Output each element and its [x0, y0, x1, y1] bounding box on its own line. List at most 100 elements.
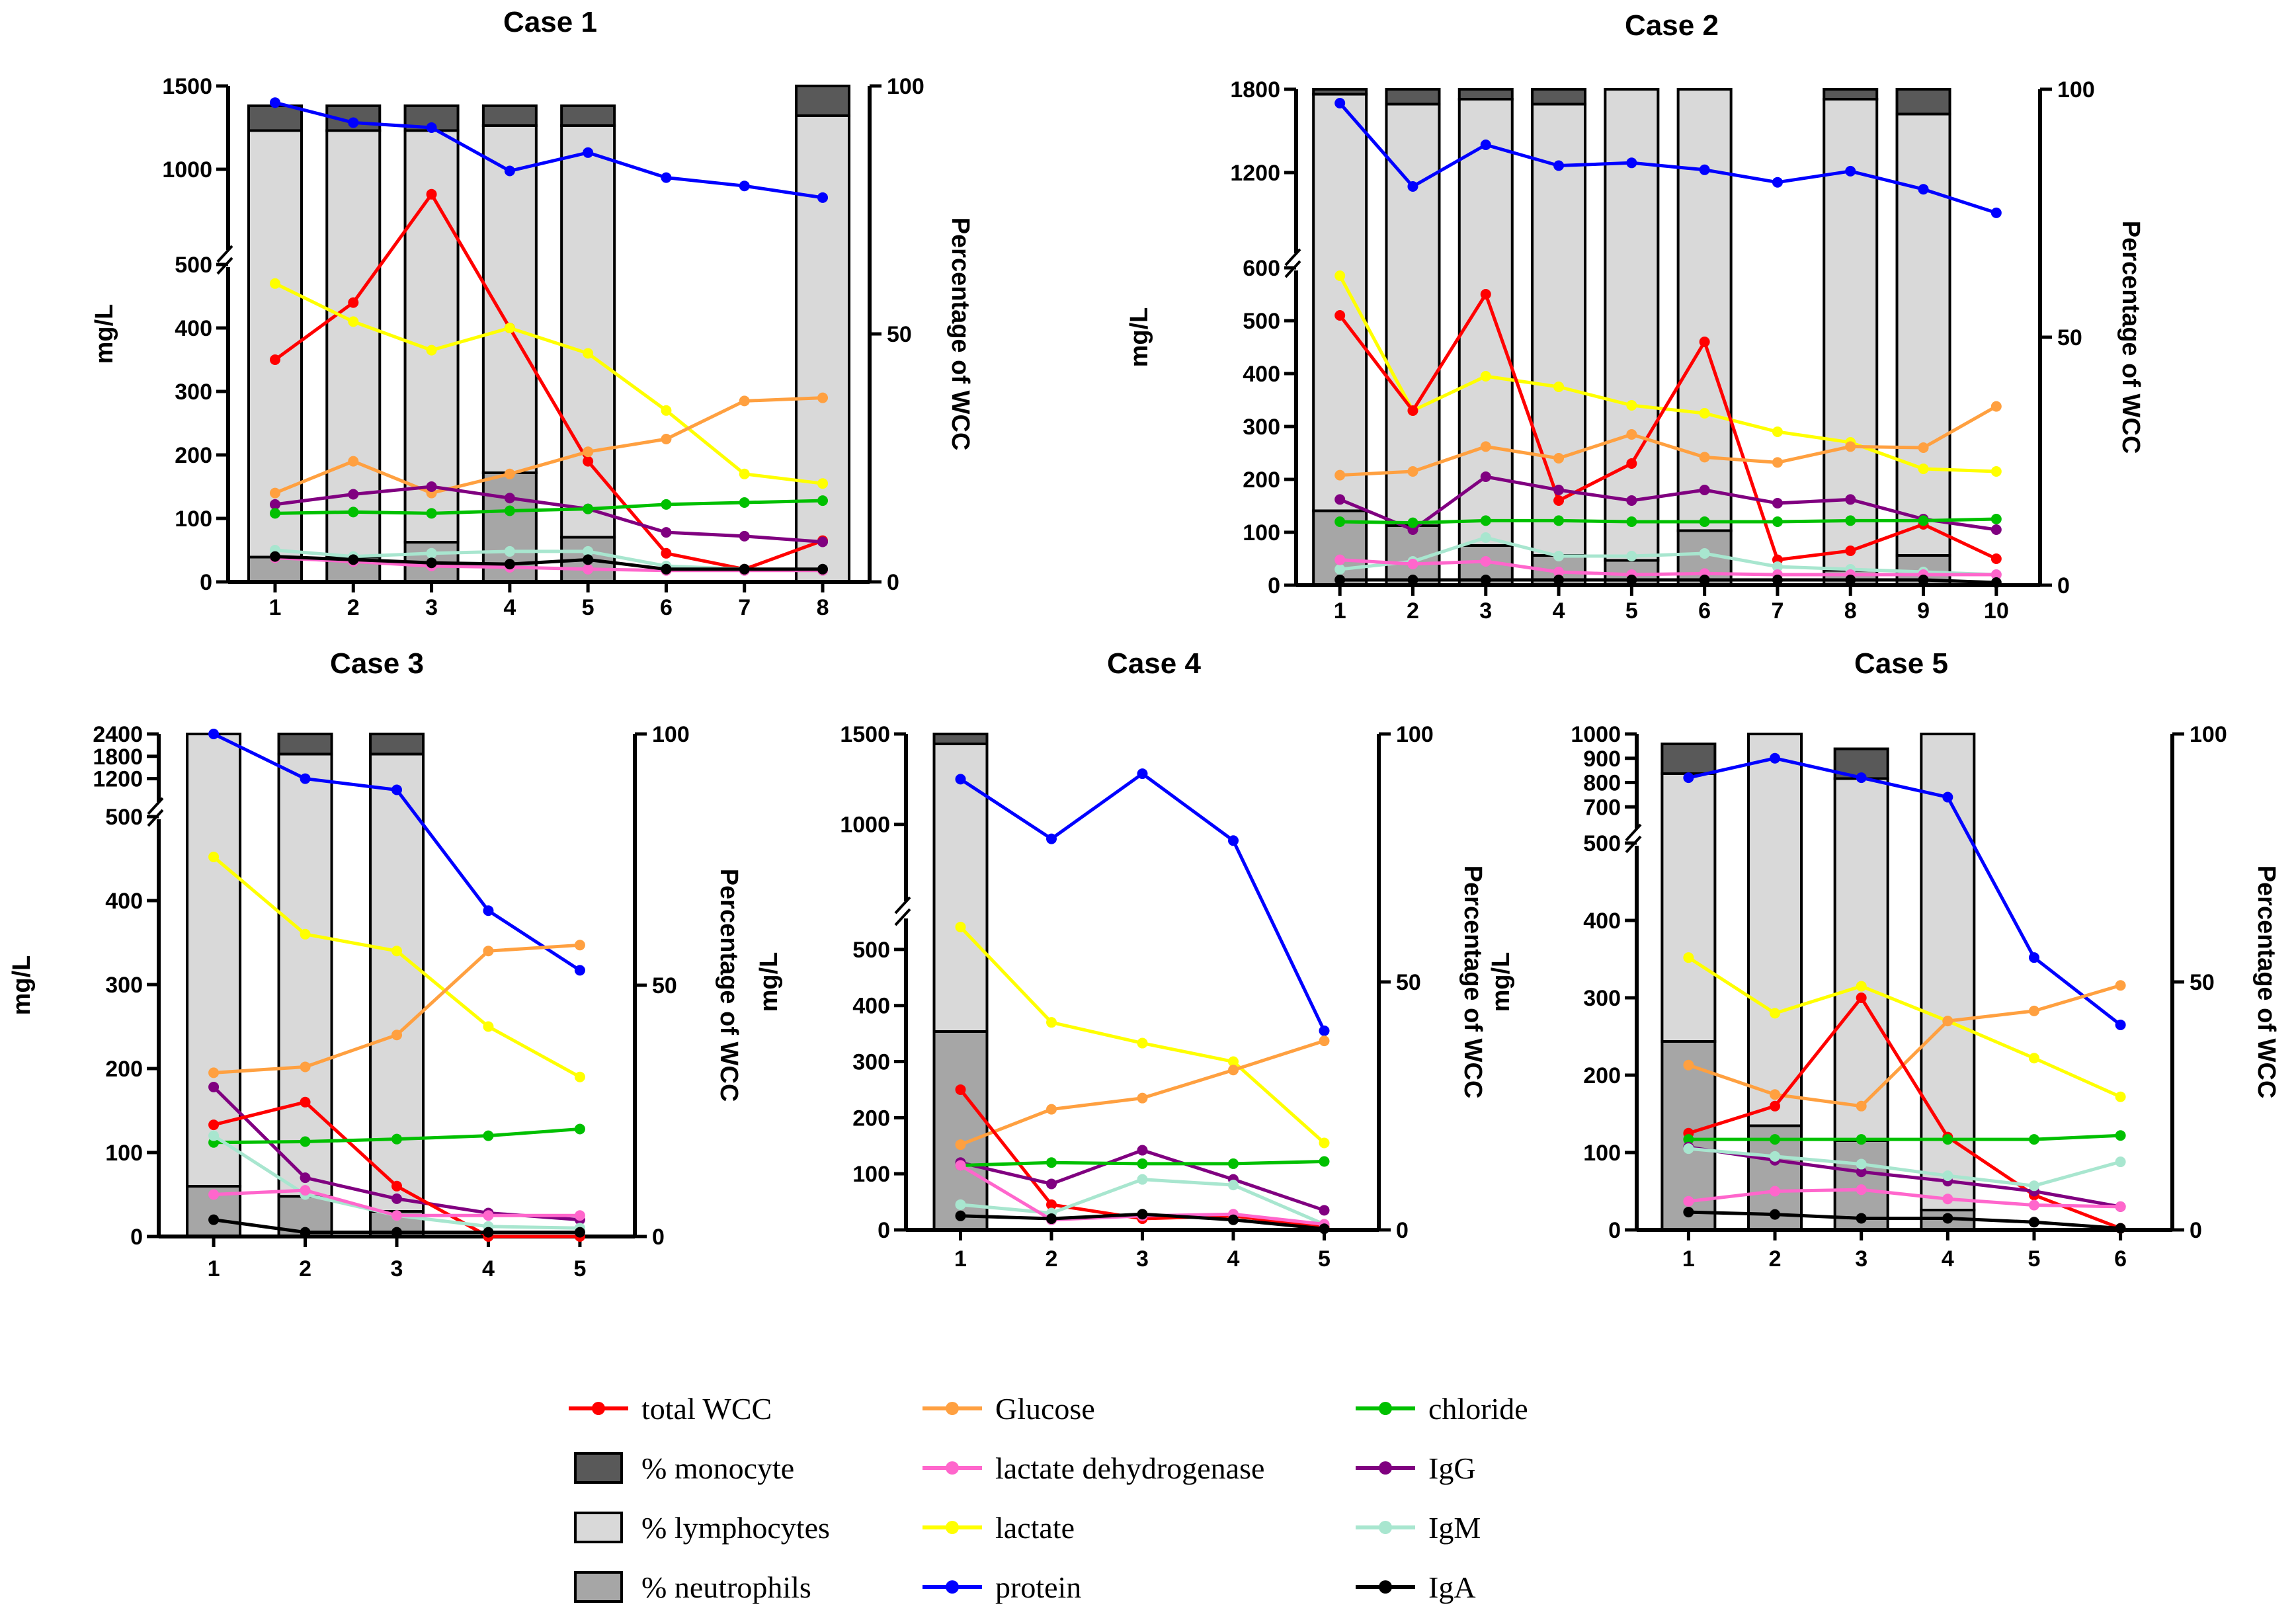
point-chloride-x3 [426, 508, 437, 519]
point-glucose-x8 [817, 392, 829, 403]
bar-mono-x1 [247, 104, 303, 132]
series-igm-line [1339, 536, 1996, 577]
legend-swatch-dot [1379, 1402, 1392, 1415]
point-ldh-x5 [583, 563, 594, 575]
legend-label: lactate [995, 1511, 1075, 1545]
y-tick-label: 200 [1583, 1063, 1621, 1088]
point-protein-x6 [2115, 1019, 2126, 1030]
point-chloride-x6 [2115, 1130, 2126, 1141]
point-igm-x5 [583, 546, 594, 557]
series-igm-line [1688, 1147, 2121, 1188]
chart-title: Case 4 [1107, 647, 1201, 680]
series-iga-line [1688, 1210, 2121, 1231]
point-chloride-x4 [1228, 1158, 1239, 1169]
x-tick-label: 5 [573, 1256, 586, 1281]
x-tick-label: 5 [1625, 598, 1638, 624]
point-glucose-x1 [955, 1139, 966, 1151]
point-lactate-x2 [1770, 1008, 1781, 1019]
point-iga-x3 [1856, 1213, 1867, 1224]
axis-break-mark [147, 797, 164, 815]
y2-tick-label: 100 [2057, 77, 2095, 102]
y2-tick-label: 50 [887, 322, 912, 347]
point-wcc-x5 [1626, 458, 1637, 469]
point-igg-x7 [739, 530, 750, 542]
axis-break-mark [1284, 248, 1301, 266]
point-lactate-x5 [1319, 1137, 1330, 1149]
point-chloride-x5 [583, 503, 594, 514]
y2-axis-label: Percentage of WCC [2117, 221, 2145, 454]
point-chloride-x2 [1407, 517, 1418, 528]
bar-mono-x2 [277, 733, 333, 756]
y-axis-label: mg/L [755, 952, 783, 1012]
point-ldh-x1 [1683, 1196, 1694, 1207]
y-tick-label: 500 [852, 938, 890, 963]
bar-lymph-x2 [1747, 733, 1803, 1127]
point-ldh-x5 [574, 1210, 585, 1221]
point-iga-x2 [1046, 1213, 1057, 1225]
point-iga-x1 [955, 1210, 966, 1221]
point-glucose-x6 [661, 434, 672, 444]
y-tick-label: 500 [175, 253, 212, 278]
y-axis-label: mg/L [91, 304, 118, 364]
point-chloride-x7 [739, 497, 750, 508]
point-protein-x5 [1319, 1025, 1330, 1036]
bar-mono-x9 [1895, 88, 1951, 116]
y-tick-label: 0 [1268, 573, 1280, 598]
series-igg-line [1688, 1145, 2121, 1209]
y-tick-label: 900 [1583, 747, 1621, 772]
legend-label: chloride [1428, 1392, 1528, 1426]
series-igg-line [274, 485, 823, 544]
point-protein-x4 [483, 905, 494, 916]
point-glucose-x2 [1407, 466, 1418, 477]
bar-mono-x4 [1531, 88, 1587, 106]
x-tick-label: 1 [208, 1256, 220, 1281]
point-igm-x5 [1626, 551, 1637, 561]
point-chloride-x5 [1626, 516, 1637, 527]
point-igg-x8 [817, 536, 829, 547]
legend-label: total WCC [641, 1392, 772, 1426]
point-glucose-x7 [739, 395, 750, 407]
legend-label: IgG [1428, 1451, 1476, 1485]
legend-label: IgM [1428, 1511, 1481, 1545]
point-chloride-x4 [483, 1130, 494, 1141]
point-wcc-x6 [1699, 337, 1710, 347]
legend-item-neut: % neutrophils [574, 1570, 811, 1604]
y-tick-label: 100 [1243, 520, 1280, 546]
legend-item-wcc: total WCC [569, 1392, 772, 1426]
point-lactate-x5 [574, 1071, 585, 1082]
axis-break-mark [216, 245, 233, 263]
point-igg-x2 [348, 489, 359, 500]
legend-swatch-dot [1379, 1580, 1392, 1594]
point-igm-x3 [426, 547, 437, 559]
point-glucose-x9 [1918, 442, 1929, 453]
point-iga-x4 [483, 1227, 494, 1238]
point-glucose-x6 [1699, 452, 1710, 463]
x-tick-label: 2 [1769, 1246, 1782, 1272]
bar-lymph-x2 [325, 129, 382, 559]
point-wcc-x3 [426, 188, 437, 200]
point-glucose-x1 [208, 1067, 220, 1078]
point-lactate-x4 [504, 323, 515, 333]
point-lactate-x9 [1918, 464, 1929, 474]
point-lactate-x8 [817, 478, 829, 489]
point-iga-x5 [583, 554, 594, 565]
chart-title: Case 3 [330, 647, 424, 680]
chart-title: Case 1 [503, 6, 597, 38]
point-glucose-x1 [269, 487, 280, 499]
point-glucose-x4 [1942, 1016, 1953, 1027]
y2-tick-label: 50 [2190, 970, 2215, 995]
point-iga-x3 [1480, 575, 1491, 585]
point-chloride-x8 [817, 495, 829, 507]
point-glucose-x10 [1990, 401, 2002, 412]
point-lactate-x3 [1480, 371, 1491, 382]
bar-mono-x5 [560, 104, 616, 127]
point-lactate-x3 [1856, 981, 1867, 992]
point-chloride-x7 [1772, 516, 1783, 527]
point-ldh-x5 [2028, 1199, 2039, 1211]
point-chloride-x5 [574, 1123, 585, 1135]
y-tick-label: 400 [852, 994, 890, 1019]
point-chloride-x1 [1334, 516, 1346, 527]
point-glucose-x4 [504, 468, 515, 479]
point-igm-x7 [1772, 561, 1783, 572]
